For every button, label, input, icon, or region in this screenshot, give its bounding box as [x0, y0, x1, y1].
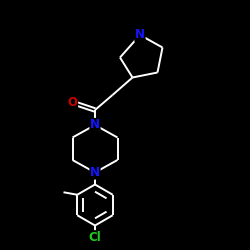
- Text: Cl: Cl: [88, 231, 102, 244]
- Text: O: O: [68, 96, 78, 109]
- Text: N: N: [135, 28, 145, 42]
- Text: N: N: [90, 166, 100, 179]
- Text: N: N: [90, 118, 100, 132]
